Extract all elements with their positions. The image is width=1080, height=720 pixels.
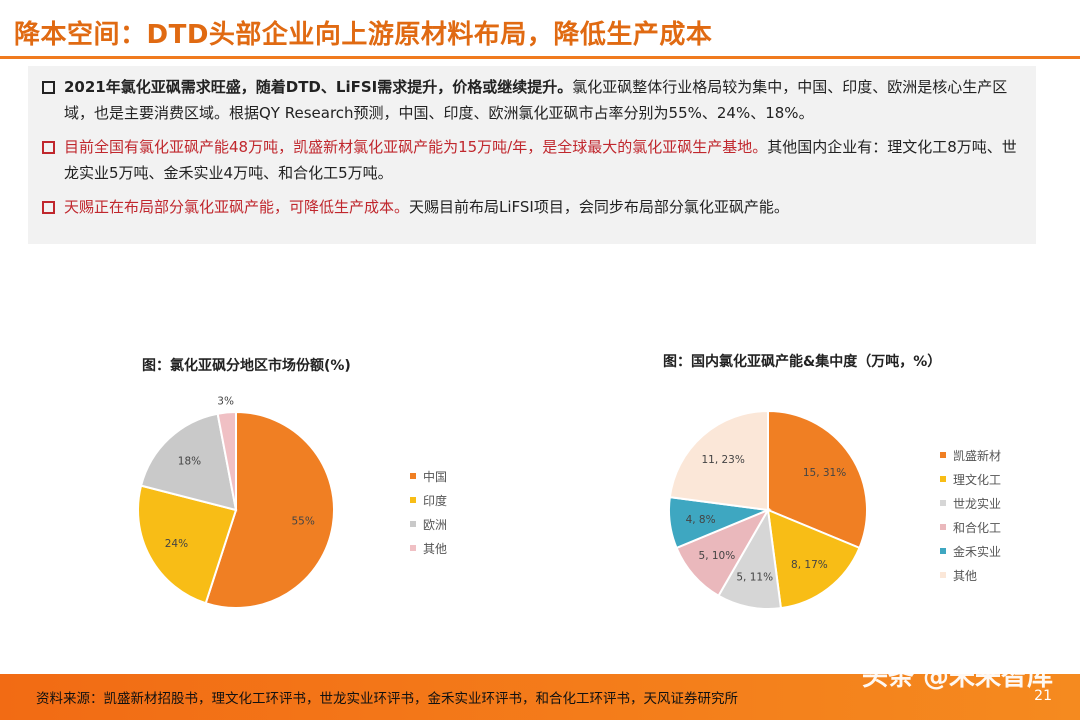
legend1-item-0: 中国 bbox=[410, 464, 447, 488]
legend2-item-2: 世龙实业 bbox=[940, 491, 1001, 515]
bullet-square-icon bbox=[42, 81, 55, 94]
bullet-square-icon bbox=[42, 141, 55, 154]
legend1-label-1: 印度 bbox=[423, 493, 448, 508]
pie2-label-1: 8, 17% bbox=[791, 559, 828, 571]
legend1-swatch-0 bbox=[410, 473, 416, 479]
legend2-label-0: 凯盛新材 bbox=[953, 448, 1002, 463]
chart-1-legend: 中国 印度 欧洲 其他 bbox=[410, 464, 447, 560]
legend2-swatch-3 bbox=[940, 524, 946, 530]
legend1-label-2: 欧洲 bbox=[423, 517, 448, 532]
legend2-label-3: 和合化工 bbox=[953, 520, 1002, 535]
pie1-slice-3 bbox=[216, 410, 237, 511]
legend1-swatch-2 bbox=[410, 521, 416, 527]
title-divider bbox=[0, 56, 1080, 59]
pie2-slice-5 bbox=[668, 409, 769, 512]
watermark-sub: TF SECURITIES bbox=[900, 648, 981, 661]
pie2-label-2: 5, 11% bbox=[736, 572, 773, 584]
legend1-item-2: 欧洲 bbox=[410, 512, 447, 536]
legend2-label-2: 世龙实业 bbox=[953, 496, 1002, 511]
pie1-slice-2 bbox=[139, 412, 238, 512]
bullet-square-icon bbox=[42, 201, 55, 214]
legend1-item-1: 印度 bbox=[410, 488, 447, 512]
pie1-slice-1 bbox=[137, 484, 238, 605]
legend2-swatch-0 bbox=[940, 452, 946, 458]
page-number: 21 bbox=[1034, 688, 1052, 704]
pie1-label-3: 3% bbox=[217, 395, 234, 407]
legend2-item-4: 金禾实业 bbox=[940, 539, 1001, 563]
legend2-item-0: 凯盛新材 bbox=[940, 443, 1001, 467]
bullet-2-emphasis: 目前全国有氯化亚砜产能48万吨，凯盛新材氯化亚砜产能为15万吨/年，是全球最大的… bbox=[64, 138, 768, 156]
legend2-swatch-2 bbox=[940, 500, 946, 506]
legend2-swatch-5 bbox=[940, 572, 946, 578]
summary-box: 2021年氯化亚砜需求旺盛，随着DTD、LiFSI需求提升，价格或继续提升。氯化… bbox=[28, 66, 1036, 244]
legend2-item-1: 理文化工 bbox=[940, 467, 1001, 491]
chart-2-title: 图：国内氯化亚砜产能&集中度（万吨，%） bbox=[663, 354, 942, 370]
pie2-label-4: 4, 8% bbox=[686, 514, 716, 526]
pie2-label-3: 5, 10% bbox=[699, 550, 736, 562]
bullet-3-emphasis: 天赐正在布局部分氯化亚砜产能，可降低生产成本。 bbox=[64, 198, 410, 216]
legend1-swatch-1 bbox=[410, 497, 416, 503]
bullet-3-text: 天赐目前布局LiFSI项目，会同步布局部分氯化亚砜产能。 bbox=[409, 198, 789, 216]
legend1-label-3: 其他 bbox=[423, 541, 448, 556]
legend2-item-5: 其他 bbox=[940, 563, 1001, 587]
pie1-label-2: 18% bbox=[178, 455, 201, 467]
legend1-item-3: 其他 bbox=[410, 536, 447, 560]
bullet-1-text: 氯化亚砜整体行业格局较为集中，中国、印度、欧洲是核心生产区域，也是主要消费区域。… bbox=[64, 78, 1008, 122]
pie1-label-1: 24% bbox=[165, 538, 188, 550]
pie1-label-0: 55% bbox=[291, 516, 314, 528]
legend2-item-3: 和合化工 bbox=[940, 515, 1001, 539]
legend1-swatch-3 bbox=[410, 545, 416, 551]
bullet-3: 天赐正在布局部分氯化亚砜产能，可降低生产成本。天赐目前布局LiFSI项目，会同步… bbox=[40, 194, 1024, 220]
pie2-slice-1 bbox=[766, 508, 861, 610]
legend1-label-0: 中国 bbox=[423, 469, 448, 484]
legend2-label-1: 理文化工 bbox=[953, 472, 1002, 487]
pie2-label-5: 11, 23% bbox=[701, 454, 744, 466]
pie2-slice-0 bbox=[767, 409, 868, 550]
bullet-1: 2021年氯化亚砜需求旺盛，随着DTD、LiFSI需求提升，价格或继续提升。氯化… bbox=[40, 74, 1024, 126]
chart-1-title: 图：氯化亚砜分地区市场份额(%) bbox=[142, 358, 351, 374]
chart-2-legend: 凯盛新材理文化工世龙实业和合化工金禾实业其他 bbox=[940, 443, 1001, 587]
legend2-label-5: 其他 bbox=[953, 568, 978, 583]
pie2-label-0: 15, 31% bbox=[803, 467, 846, 479]
pie1-slice-0 bbox=[204, 410, 335, 609]
legend2-swatch-1 bbox=[940, 476, 946, 482]
legend2-label-4: 金禾实业 bbox=[953, 544, 1002, 559]
bullet-2: 目前全国有氯化亚砜产能48万吨，凯盛新材氯化亚砜产能为15万吨/年，是全球最大的… bbox=[40, 134, 1024, 186]
slide-title: 降本空间：DTD头部企业向上游原材料布局，降低生产成本 bbox=[14, 20, 713, 50]
legend2-swatch-4 bbox=[940, 548, 946, 554]
source-note: 资料来源：凯盛新材招股书，理文化工环评书，世龙实业环评书，金禾实业环评书，和合化… bbox=[36, 691, 738, 707]
watermark-text: 头条 @未来智库 bbox=[862, 662, 1054, 692]
bullet-1-emphasis: 2021年氯化亚砜需求旺盛，随着DTD、LiFSI需求提升，价格或继续提升。 bbox=[64, 78, 573, 96]
bullet-2-text: 其他国内企业有：理文化工8万吨、世龙实业5万吨、金禾实业4万吨、和合化工5万吨。 bbox=[64, 138, 1017, 182]
footer-bar: 资料来源：凯盛新材招股书，理文化工环评书，世龙实业环评书，金禾实业环评书，和合化… bbox=[0, 674, 1080, 720]
